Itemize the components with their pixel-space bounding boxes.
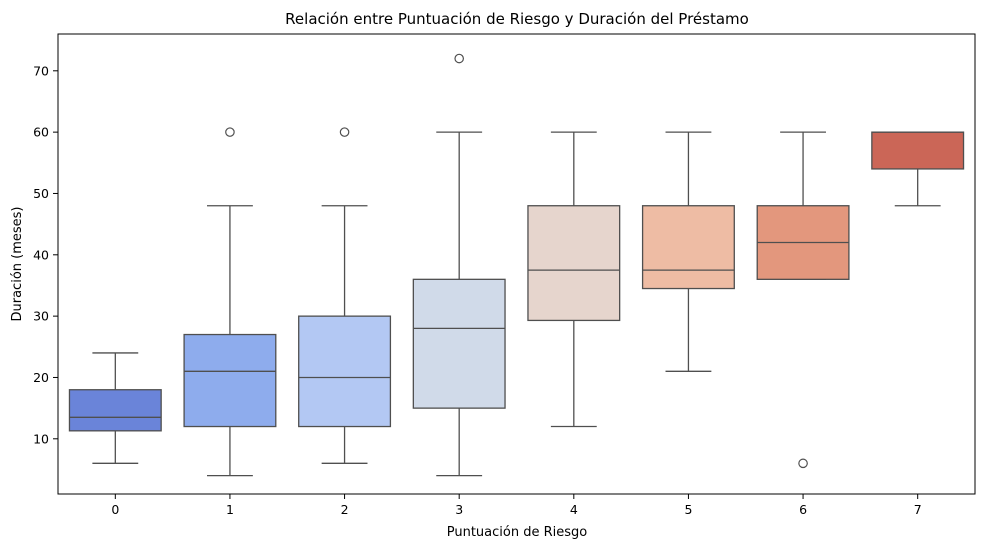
chart-title: Relación entre Puntuación de Riesgo y Du… — [285, 10, 749, 28]
box-group-6 — [756, 131, 850, 469]
box-4 — [527, 205, 621, 322]
y-tick-label: 40 — [33, 247, 49, 262]
x-tick-label: 1 — [226, 502, 234, 517]
x-tick-label: 2 — [341, 502, 349, 517]
outlier-point — [454, 53, 464, 64]
box-3 — [412, 278, 506, 409]
y-tick-label: 20 — [33, 370, 49, 385]
box-group-3 — [412, 53, 506, 477]
plot-frame — [57, 33, 976, 495]
plot-area — [68, 53, 965, 477]
box-group-7 — [871, 131, 965, 207]
box-2 — [298, 315, 392, 428]
outlier-point — [225, 127, 235, 137]
y-axis-label: Duración (meses) — [10, 207, 25, 322]
x-tick-label: 3 — [455, 502, 463, 517]
box-group-2 — [298, 127, 392, 464]
y-tick-label: 60 — [33, 125, 49, 140]
box-0 — [68, 389, 162, 432]
y-tick-label: 70 — [33, 63, 49, 78]
x-tick-label: 4 — [570, 502, 578, 517]
box-group-5 — [641, 131, 735, 372]
box-7 — [871, 131, 965, 170]
x-tick-label: 7 — [914, 502, 922, 517]
y-tick-label: 30 — [33, 309, 49, 324]
outlier-point — [798, 458, 808, 469]
y-tick-label: 10 — [33, 431, 49, 446]
y-axis: 10 20 30 40 50 60 70 — [33, 63, 58, 446]
x-tick-label: 0 — [111, 502, 119, 517]
outlier-point — [339, 127, 350, 137]
y-tick-label: 50 — [33, 186, 49, 201]
box-5 — [641, 205, 735, 290]
box-group-0 — [68, 352, 162, 464]
x-tick-label: 6 — [799, 502, 807, 517]
x-axis: 0 1 2 3 4 5 6 7 — [111, 494, 922, 517]
box-1 — [183, 333, 277, 428]
box-group-1 — [183, 127, 277, 477]
x-tick-label: 5 — [684, 502, 692, 517]
x-axis-label: Puntuación de Riesgo — [447, 525, 588, 540]
box-group-4 — [527, 131, 621, 428]
